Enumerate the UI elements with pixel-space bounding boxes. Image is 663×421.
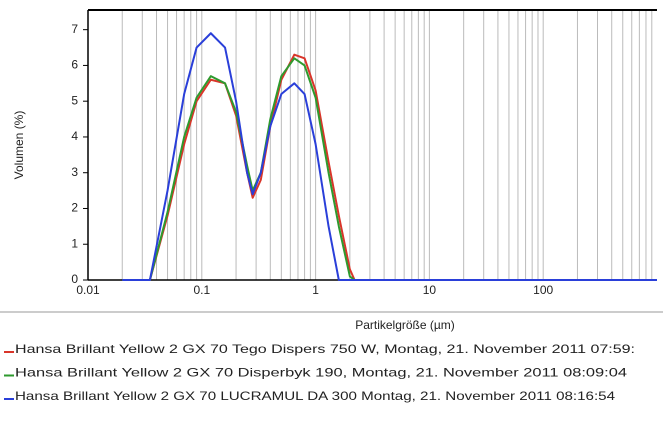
x-axis-label: Partikelgröße (µm) — [355, 318, 455, 332]
legend-label: Hansa Brillant Yellow 2 GX 70 Tego Dispe… — [15, 342, 635, 356]
series-line — [122, 57, 657, 281]
legend-label: Hansa Brillant Yellow 2 GX 70 LUCRAMUL D… — [15, 389, 615, 403]
y-tick-label: 3 — [71, 165, 78, 179]
y-tick-label: 7 — [71, 22, 78, 36]
legend-label: Hansa Brillant Yellow 2 GX 70 Disperbyk … — [15, 366, 627, 380]
x-tick-label: 0.1 — [193, 283, 210, 297]
x-tick-label: 10 — [423, 283, 437, 297]
x-tick-label: 1 — [312, 283, 319, 297]
series-line — [122, 32, 657, 281]
y-tick-label: 1 — [71, 236, 78, 250]
x-tick-label: 0.01 — [76, 283, 100, 297]
y-tick-label: 2 — [71, 201, 78, 215]
y-tick-label: 0 — [71, 272, 78, 286]
y-axis-label: Volumen (%) — [12, 111, 26, 180]
y-tick-label: 4 — [71, 129, 78, 143]
y-tick-label: 5 — [71, 93, 78, 107]
x-tick-label: 100 — [533, 283, 553, 297]
y-tick-label: 6 — [71, 58, 78, 72]
